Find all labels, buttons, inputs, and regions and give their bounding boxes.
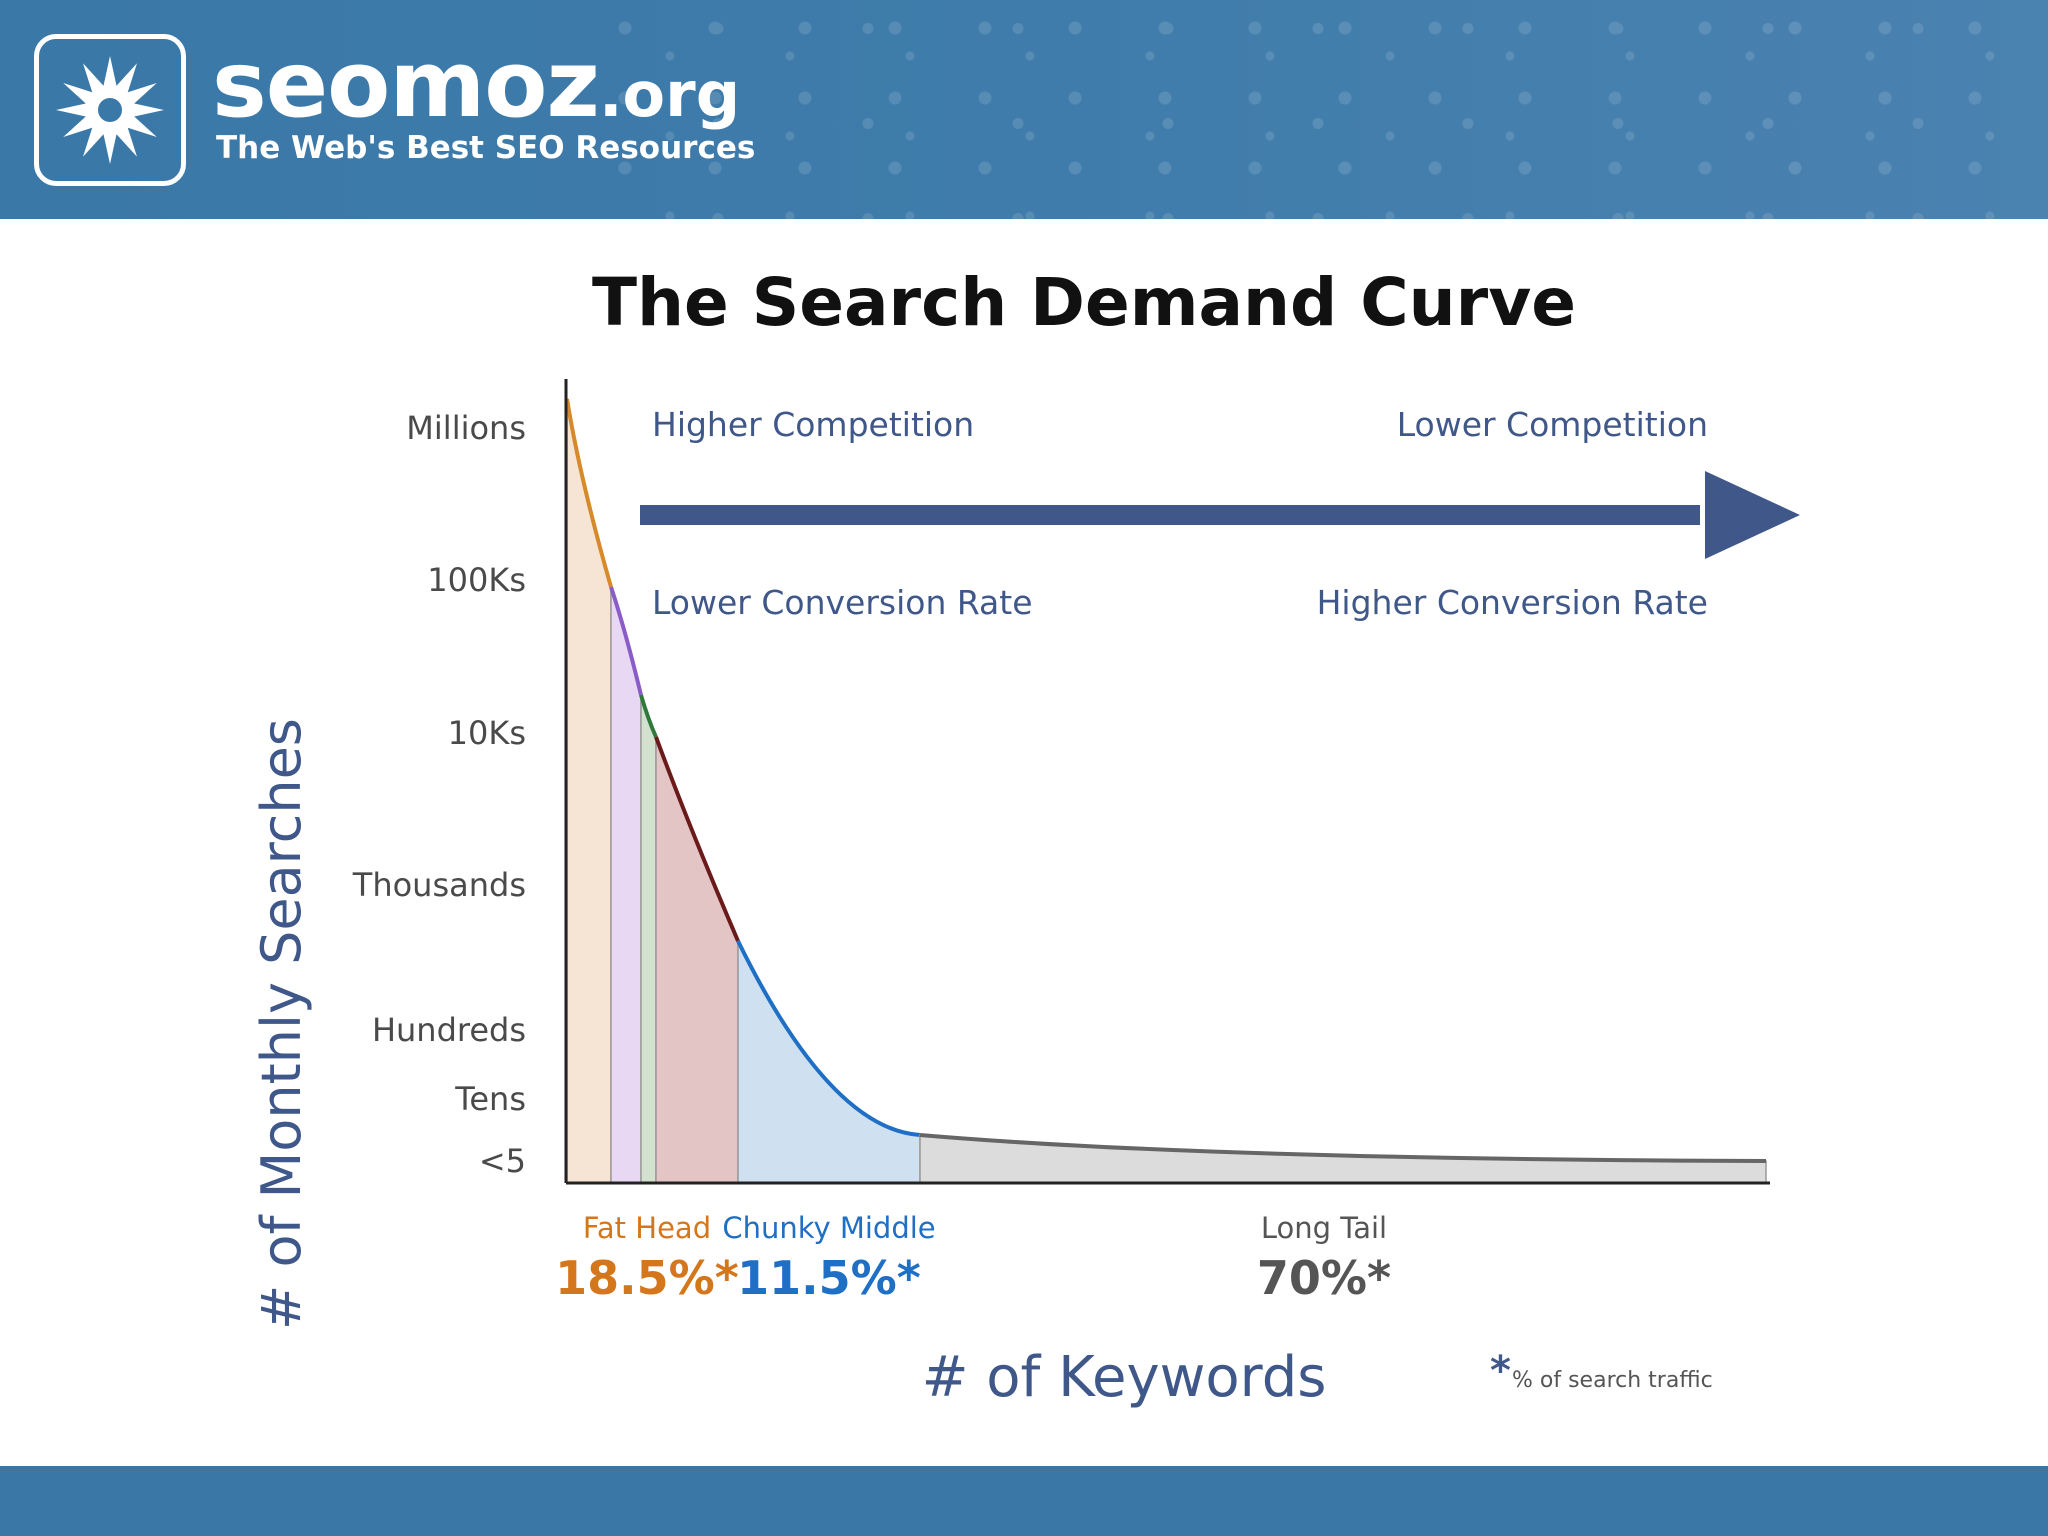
sun-logo-icon [56,56,164,164]
site-header: seomoz.org The Web's Best SEO Resources [0,0,2048,219]
arrow-label-lower-competition: Lower Competition [1397,405,1708,444]
logo-badge[interactable] [34,34,186,186]
curve-band-area [655,736,739,1184]
y-tick-label: 10Ks [448,714,526,752]
segment-label-chunky-middle: Chunky Middle [722,1211,935,1245]
brand-tld: .org [598,58,741,131]
y-tick-label: Thousands [352,866,526,904]
y-tick-label: Hundreds [372,1011,526,1049]
curve-band-line [736,940,921,1137]
curve-band-area [737,940,921,1184]
segment-share-fat-head: 18.5%* [555,1251,739,1305]
chart-title: The Search Demand Curve [592,264,1576,341]
curve-band-line [654,736,740,942]
brand-wordmark[interactable]: seomoz.org [212,30,740,150]
y-tick-labels: Millions 100Ks 10Ks Thousands Hundreds T… [352,409,526,1180]
arrow-label-higher-competition: Higher Competition [652,405,974,444]
segment-share-long-tail: 70%* [1257,1251,1391,1305]
footnote-text: % of search traffic [1512,1368,1713,1393]
curve-band-area [566,398,612,1184]
curve-band-line [565,398,613,588]
direction-arrow-shaft [640,505,1700,525]
x-axis-label: # of Keywords [922,1345,1327,1410]
curve-band-area [640,694,657,1184]
segment-share-chunky-middle: 11.5%* [737,1251,921,1305]
y-tick-label: 100Ks [427,561,526,599]
curve-band-line [609,586,643,696]
direction-arrow-head [1705,471,1800,559]
brand-name: seomoz [212,31,600,138]
footnote-asterisk: * [1490,1348,1511,1394]
arrow-label-higher-conversion: Higher Conversion Rate [1317,583,1708,622]
footer-bar [0,1466,2048,1536]
search-demand-chart: The Search Demand Curve Millions 100Ks 1… [250,264,1800,1410]
y-tick-label: <5 [479,1142,526,1180]
y-tick-label: Tens [454,1080,526,1118]
segment-label-fat-head: Fat Head [583,1211,711,1245]
segment-label-long-tail: Long Tail [1261,1211,1387,1245]
brand-tagline: The Web's Best SEO Resources [216,130,756,166]
header-texture [598,0,2048,219]
curve-band-line [639,694,658,738]
y-axis-label: # of Monthly Searches [250,718,313,1330]
y-tick-label: Millions [406,409,526,447]
curve-bands [565,398,1767,1184]
arrow-label-lower-conversion: Lower Conversion Rate [652,583,1033,622]
curve-band-line [919,1133,1767,1163]
